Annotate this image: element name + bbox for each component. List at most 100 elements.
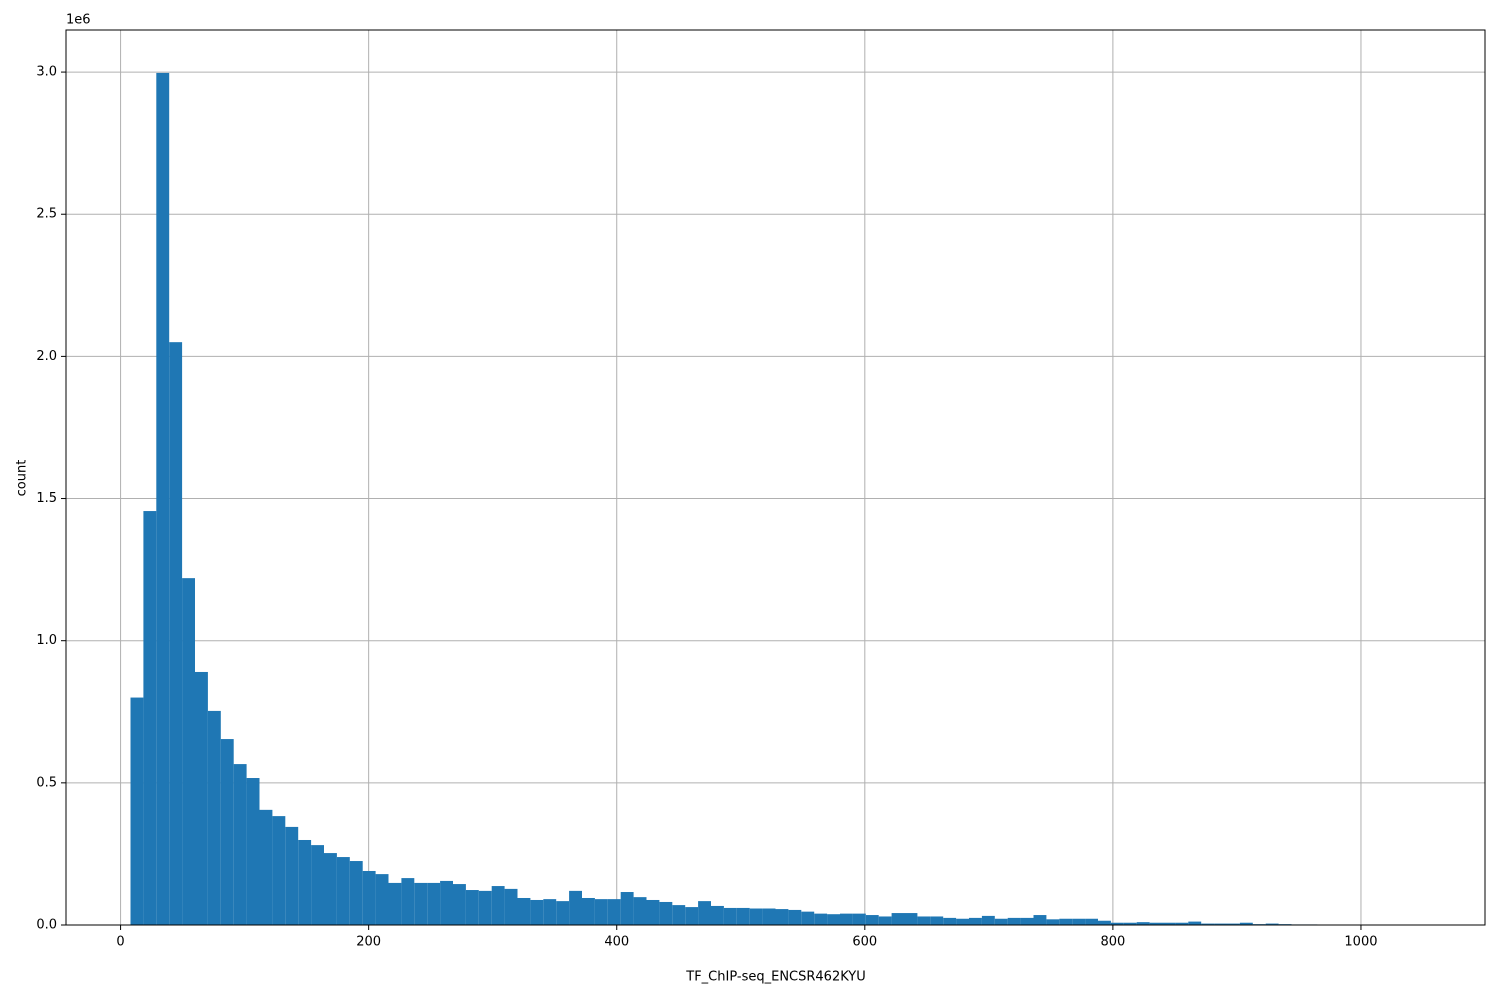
bar [749, 908, 763, 925]
bar [814, 913, 828, 925]
bar [272, 816, 286, 925]
bar [736, 907, 750, 925]
bar [259, 809, 273, 925]
bar [156, 72, 170, 926]
bar [723, 907, 737, 925]
x-tick-label: 600 [852, 935, 877, 950]
bar [517, 897, 531, 925]
bar [298, 839, 312, 925]
bar [453, 884, 466, 925]
bar [943, 917, 957, 925]
bar [594, 899, 608, 925]
bar [646, 899, 660, 925]
bar [994, 918, 1008, 925]
bar [143, 511, 157, 925]
bar [556, 901, 570, 925]
bar [1098, 920, 1111, 925]
y-tick-label: 3.0 [36, 65, 57, 80]
bar [491, 886, 505, 925]
bar [865, 915, 879, 925]
bar [233, 764, 247, 925]
y-tick-label: 2.5 [36, 207, 57, 222]
bar [1072, 918, 1086, 925]
bar [904, 913, 918, 925]
x-tick-label: 800 [1100, 935, 1125, 950]
y-offset-label: 1e6 [66, 13, 91, 28]
bar [1110, 922, 1124, 925]
bar [956, 918, 969, 925]
bar [388, 882, 402, 925]
bar [685, 907, 699, 925]
bar [336, 857, 350, 925]
bar [427, 882, 441, 925]
bar [620, 892, 634, 925]
bar [1059, 918, 1073, 925]
bar [285, 826, 299, 925]
bar [582, 897, 595, 925]
bar [1227, 923, 1240, 925]
bar [762, 908, 776, 925]
bar [530, 899, 544, 925]
bar [969, 917, 982, 925]
x-tick-label: 200 [356, 935, 381, 950]
bar [414, 882, 428, 925]
bar [1175, 922, 1189, 925]
bar [711, 905, 724, 925]
bar [852, 913, 866, 925]
bar [1162, 922, 1176, 925]
bar [1007, 917, 1021, 925]
y-tick-label: 2.0 [36, 349, 57, 364]
bar [440, 880, 453, 925]
bar [840, 913, 853, 925]
bar [207, 710, 221, 925]
bar [375, 874, 389, 925]
x-tick-label: 1000 [1344, 935, 1377, 950]
bar [827, 914, 840, 925]
bar [401, 878, 415, 925]
bar [1033, 915, 1047, 925]
bar [1265, 923, 1279, 925]
bar [1149, 922, 1163, 925]
y-axis-label: count [15, 460, 30, 497]
bar [607, 899, 621, 925]
y-tick-label: 1.0 [36, 633, 57, 648]
bar [169, 342, 183, 925]
bar [324, 853, 337, 925]
bar [672, 905, 686, 925]
bar [311, 845, 324, 925]
bar [1085, 918, 1098, 925]
y-tick-label: 1.5 [36, 491, 57, 506]
bar [1201, 923, 1215, 925]
bar [182, 578, 195, 925]
x-tick-label: 0 [116, 935, 124, 950]
y-tick-label: 0.5 [36, 775, 57, 790]
bar [878, 916, 892, 925]
x-axis-label: TF_ChIP-seq_ENCSR462KYU [685, 970, 865, 985]
bar [891, 913, 905, 925]
bar [633, 897, 647, 925]
bar [349, 861, 363, 925]
bar [930, 916, 944, 925]
bar [1239, 922, 1253, 925]
bar [917, 916, 931, 925]
bar [569, 890, 582, 925]
bar [130, 697, 144, 925]
x-tick-label: 400 [604, 935, 629, 950]
bar [478, 890, 492, 925]
bar [246, 778, 260, 925]
bar [801, 911, 815, 925]
plot-frame [65, 29, 1486, 926]
bar [788, 909, 802, 925]
bar [1046, 919, 1060, 925]
bar [1136, 922, 1150, 925]
bar [195, 671, 208, 925]
bar [698, 901, 711, 925]
bar [362, 870, 376, 925]
bar [220, 739, 234, 925]
bar [504, 888, 518, 925]
bar [775, 909, 789, 925]
bar [981, 915, 995, 925]
bar [543, 899, 557, 925]
bar [465, 890, 479, 925]
